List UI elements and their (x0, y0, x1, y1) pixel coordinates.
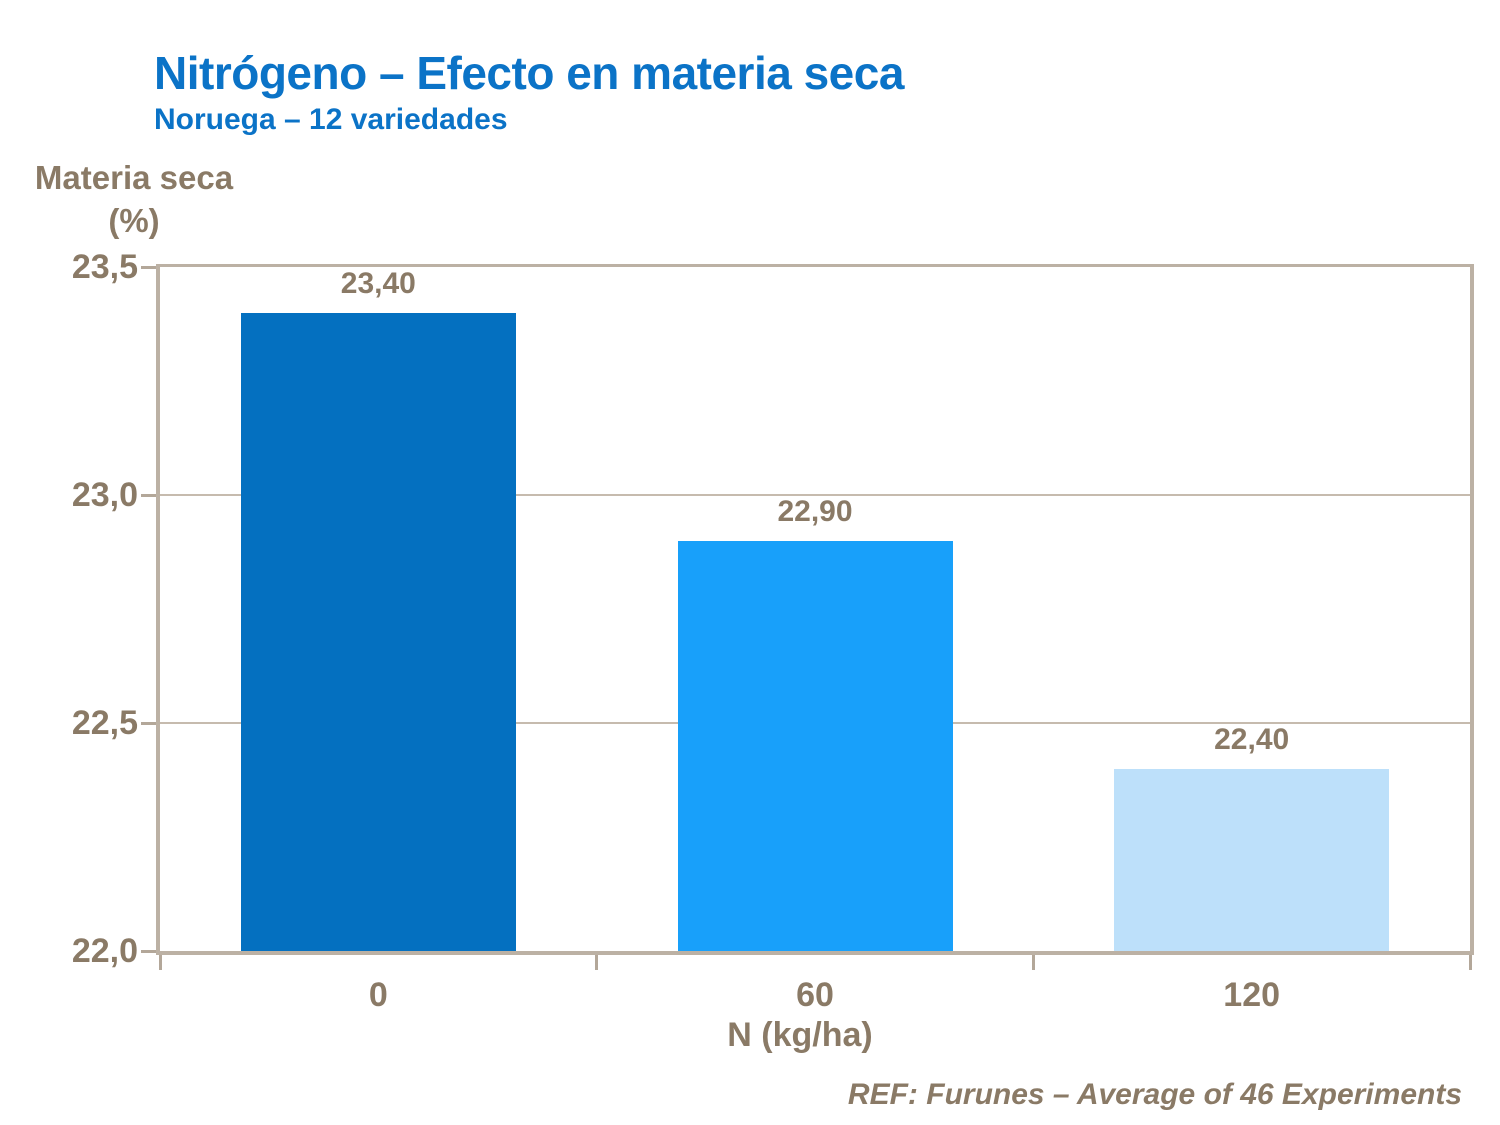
bar-value-label-120: 22,40 (1214, 722, 1290, 756)
chart-subtitle: Noruega – 12 variedades (154, 103, 508, 136)
y-tick-label-23,5: 23,5 (71, 248, 138, 286)
y-tick-label-22,0: 22,0 (71, 932, 138, 970)
x-category-label-120: 120 (1223, 976, 1281, 1014)
source-reference: REF: Furunes – Average of 46 Experiments (847, 1078, 1462, 1111)
bar-n-60 (677, 540, 953, 951)
y-tick-label-22,5: 22,5 (71, 704, 138, 742)
x-tick-mark (595, 955, 599, 970)
x-tick-mark (1468, 955, 1472, 970)
plot-frame (156, 264, 1474, 955)
y-tick-mark (141, 950, 156, 953)
bar-n-0 (240, 312, 516, 951)
plot-area: 23,40 22,90 22,40 (160, 267, 1470, 951)
y-tick-mark (141, 266, 156, 269)
x-axis-title: N (kg/ha) (727, 1016, 873, 1054)
y-axis-title-line1: Materia seca (34, 159, 234, 196)
x-category-label-0: 0 (368, 976, 388, 1014)
gridline-23,0 (160, 494, 1470, 496)
chart-title: Nitrógeno – Efecto en materia seca (154, 47, 904, 99)
x-tick-mark (158, 955, 162, 970)
bar-n-120 (1114, 768, 1390, 951)
x-category-label-60: 60 (796, 976, 834, 1014)
x-tick-mark (1031, 955, 1035, 970)
y-axis-title: Materia seca (%) (15, 156, 253, 242)
y-axis-title-line2: (%) (108, 202, 160, 239)
y-tick-mark (141, 722, 156, 725)
y-tick-label-23,0: 23,0 (71, 476, 138, 514)
bar-value-label-60: 22,90 (777, 494, 853, 528)
bar-value-label-0: 23,40 (340, 266, 416, 300)
y-tick-mark (141, 494, 156, 497)
